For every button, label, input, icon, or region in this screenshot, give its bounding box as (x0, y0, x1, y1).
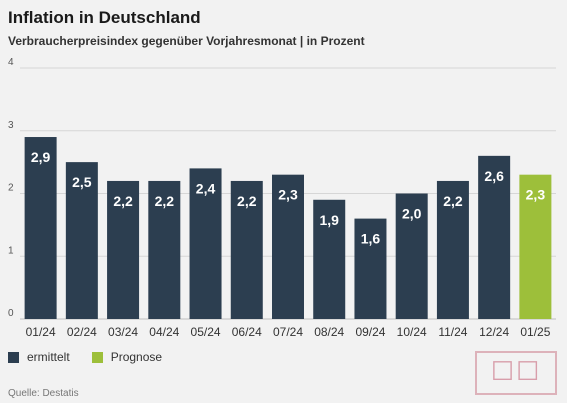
chart-subtitle: Verbraucherpreisindex gegenüber Vorjahre… (8, 34, 365, 48)
bar (519, 174, 552, 319)
data-label: 2,2 (113, 193, 133, 209)
chart-title: Inflation in Deutschland (8, 8, 201, 27)
x-tick-label: 06/24 (232, 325, 262, 339)
bar (24, 137, 57, 319)
data-label: 2,6 (484, 168, 504, 184)
y-tick-label: 2 (8, 183, 14, 194)
x-tick-label: 11/24 (438, 325, 467, 339)
legend-label-ermittelt: ermittelt (27, 350, 70, 364)
y-tick-label: 0 (8, 308, 14, 319)
source-note: Quelle: Destatis (8, 388, 79, 399)
x-tick-label: 08/24 (314, 325, 344, 339)
data-label: 2,2 (155, 193, 175, 209)
data-label: 2,2 (237, 193, 257, 209)
bar (189, 168, 222, 319)
x-tick-label: 09/24 (355, 325, 385, 339)
x-tick-label: 03/24 (108, 325, 138, 339)
data-label: 1,6 (361, 231, 381, 247)
x-tick-label: 07/24 (273, 325, 303, 339)
y-tick-label: 4 (8, 57, 14, 68)
x-tick-label: 12/24 (479, 325, 509, 339)
bar (478, 155, 511, 319)
bar (272, 174, 304, 319)
bar (230, 180, 263, 319)
y-tick-label: 3 (8, 120, 14, 131)
data-label: 1,9 (319, 212, 339, 228)
bar (395, 193, 428, 319)
legend-swatch-prognose (91, 351, 103, 363)
legend-swatch-ermittelt (8, 351, 19, 363)
data-label: 2,9 (31, 149, 51, 165)
bar (436, 180, 469, 319)
bar (65, 162, 98, 319)
bar (313, 199, 346, 319)
data-label: 2,5 (72, 174, 92, 190)
legend: ermittelt Prognose (8, 350, 184, 364)
legend-label-prognose: Prognose (110, 350, 163, 364)
x-tick-label: 01/24 (26, 325, 56, 339)
bar (107, 180, 140, 319)
data-label: 2,0 (402, 206, 422, 222)
data-label: 2,2 (443, 193, 463, 209)
x-tick-label: 02/24 (67, 325, 97, 339)
data-label: 2,3 (526, 187, 546, 203)
bar (354, 218, 387, 319)
legend-item-ermittelt: ermittelt (8, 350, 70, 364)
y-tick-label: 1 (8, 245, 14, 256)
bar (148, 180, 181, 319)
data-label: 2,4 (196, 180, 216, 196)
x-tick-label: 05/24 (191, 325, 221, 339)
x-tick-label: 04/24 (149, 325, 179, 339)
watermark-stamp: ☐☐ (475, 351, 557, 395)
x-tick-label: 01/25 (520, 325, 550, 339)
legend-item-prognose: Prognose (91, 350, 163, 364)
x-tick-label: 10/24 (397, 325, 427, 339)
data-label: 2,3 (278, 187, 298, 203)
